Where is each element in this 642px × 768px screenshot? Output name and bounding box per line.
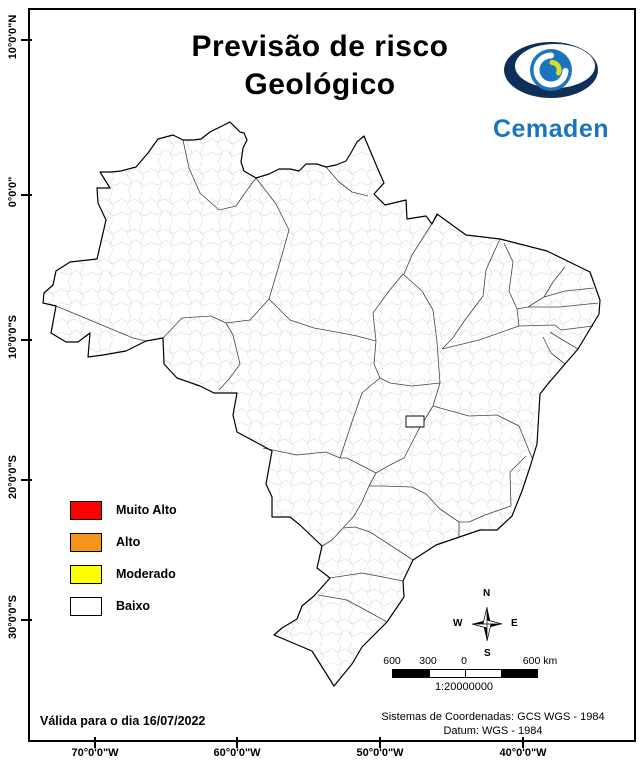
risk-legend: Muito Alto Alto Moderado Baixo (70, 500, 177, 628)
cemaden-logo: Cemaden (468, 30, 634, 144)
compass-star-icon (471, 606, 503, 642)
grid-tick (21, 39, 32, 41)
grid-tick (236, 737, 238, 748)
lat-label-10s: 10°0'0"S (7, 314, 19, 360)
municipal-boundaries-texture (43, 122, 600, 686)
grid-tick (21, 479, 32, 481)
legend-swatch-moderado (70, 564, 102, 584)
lon-label-60w: 60°0'0"W (213, 747, 261, 759)
validity-date-text: Válida para o dia 16/07/2022 (40, 714, 206, 728)
lon-label-40w: 40°0'0"W (499, 747, 547, 759)
lat-label-10n: 10°0'0"N (7, 14, 19, 60)
brazil-map (42, 121, 601, 687)
scale-bar-graphic (392, 669, 538, 678)
lat-label-0: 0°0'0" (7, 176, 19, 208)
scale-segment (501, 670, 537, 677)
legend-item-moderado: Moderado (70, 564, 177, 584)
compass-west-label: W (453, 618, 463, 629)
state-borders (55, 139, 599, 623)
map-title: Previsão de risco Geológico (110, 28, 530, 104)
coordinate-system-block: Sistemas de Coordenadas: GCS WGS - 1984 … (352, 710, 634, 738)
legend-swatch-baixo (70, 596, 102, 616)
scale-bar-labels: 600 300 0 600 km (380, 655, 557, 667)
grid-tick (522, 737, 524, 748)
legend-label-muito-alto: Muito Alto (116, 503, 177, 517)
scale-label-300: 300 (419, 655, 437, 667)
scale-label-600-left: 600 (383, 655, 401, 667)
legend-swatch-alto (70, 532, 102, 552)
legend-label-moderado: Moderado (116, 567, 176, 581)
legend-swatch-muito-alto (70, 500, 102, 520)
scale-label-600-km: 600 km (522, 655, 558, 667)
legend-item-baixo: Baixo (70, 596, 177, 616)
legend-item-alto: Alto (70, 532, 177, 552)
compass-north-label: N (483, 588, 491, 599)
map-title-line1: Previsão de risco (191, 30, 449, 63)
lat-label-20s: 20°0'0"S (7, 454, 19, 500)
scale-label-0: 0 (461, 655, 467, 667)
scale-segment (393, 670, 429, 677)
grid-tick (94, 737, 96, 748)
coordinate-system-text: Sistemas de Coordenadas: GCS WGS - 1984 (381, 711, 605, 723)
grid-tick (21, 339, 32, 341)
legend-item-muito-alto: Muito Alto (70, 500, 177, 520)
scale-segment (429, 670, 465, 677)
scale-segment (465, 670, 501, 677)
grid-tick (21, 194, 32, 196)
scale-bar: 600 300 0 600 km 1:20000000 (380, 655, 557, 693)
compass-rose: N S W E (447, 588, 527, 660)
compass-east-label: E (511, 618, 518, 629)
datum-text: Datum: WGS - 1984 (443, 725, 543, 737)
lon-label-50w: 50°0'0"W (356, 747, 404, 759)
cemaden-logo-text: Cemaden (492, 115, 610, 143)
lat-label-30s: 30°0'0"S (7, 594, 19, 640)
brazil-outline (42, 121, 601, 687)
grid-tick (21, 619, 32, 621)
scale-ratio: 1:20000000 (434, 681, 494, 693)
grid-tick (379, 737, 381, 748)
compass-south-label: S (484, 648, 491, 659)
lon-label-70w: 70°0'0"W (71, 747, 119, 759)
legend-label-baixo: Baixo (116, 599, 151, 613)
legend-label-alto: Alto (116, 535, 141, 549)
map-title-line2: Geológico (244, 68, 396, 101)
distrito-federal-square (405, 415, 425, 428)
cemaden-logo-icon (504, 42, 598, 98)
